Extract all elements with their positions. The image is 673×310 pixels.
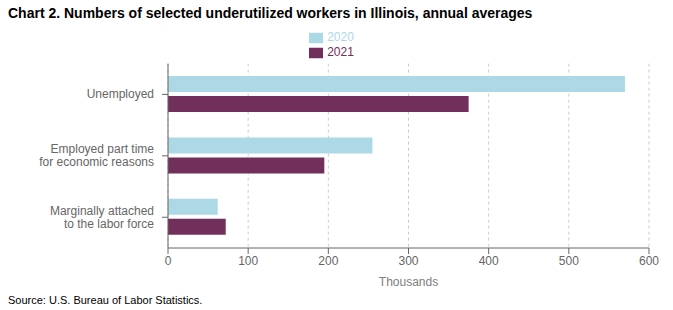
svg-text:600: 600 <box>639 254 659 268</box>
svg-text:100: 100 <box>238 254 258 268</box>
html-text:2020: 2020 <box>327 30 354 44</box>
svg-text:Thousands: Thousands <box>379 275 438 289</box>
svg-text:400: 400 <box>479 254 499 268</box>
svg-text:Employed part timefor economic: Employed part timefor economic reasons <box>39 142 154 169</box>
html-text:Source: U.S. Bureau of Labor S: Source: U.S. Bureau of Labor Statistics. <box>8 294 203 306</box>
svg-text:500: 500 <box>559 254 579 268</box>
svg-text:Marginally attachedto the labo: Marginally attachedto the labor force <box>50 204 154 231</box>
svg-text:0: 0 <box>165 254 172 268</box>
html-text:2021: 2021 <box>327 44 354 59</box>
svg-text:Unemployed: Unemployed <box>87 87 154 101</box>
svg-text:300: 300 <box>398 254 418 268</box>
html-text:Chart 2. Numbers of selected u: Chart 2. Numbers of selected underutiliz… <box>8 5 533 21</box>
svg-text:200: 200 <box>318 254 338 268</box>
